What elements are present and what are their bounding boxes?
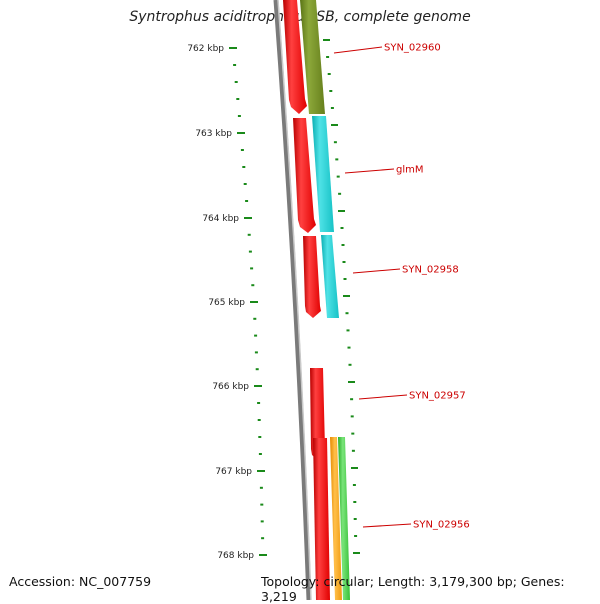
gene-label[interactable]: SYN_02957 bbox=[409, 391, 466, 402]
genome-title: Syntrophus aciditrophicus SB, complete g… bbox=[129, 9, 471, 25]
genome-backbone-highlight bbox=[277, 0, 312, 600]
kbp-label: 762 kbp bbox=[187, 44, 224, 54]
gene-callout-line bbox=[333, 46, 383, 54]
gene-label[interactable]: SYN_02956 bbox=[413, 520, 470, 531]
accession-text: Accession: NC_007759 bbox=[9, 574, 152, 589]
gene-feature-orange[interactable] bbox=[330, 437, 342, 600]
gene-label[interactable]: SYN_02958 bbox=[402, 265, 459, 276]
gene-feature-green[interactable] bbox=[338, 437, 350, 600]
kbp-label: 768 kbp bbox=[217, 551, 254, 561]
gene-feature-glmm[interactable] bbox=[312, 116, 334, 232]
gene-feature-syn02958[interactable] bbox=[321, 235, 339, 318]
gene-callout-line bbox=[352, 268, 401, 274]
gene-feature-syn02960[interactable] bbox=[300, 0, 325, 114]
cds-arrow-syn02956[interactable] bbox=[313, 438, 330, 600]
kbp-label: 767 kbp bbox=[215, 467, 252, 477]
kbp-label: 766 kbp bbox=[212, 382, 249, 392]
gene-label[interactable]: glmM bbox=[396, 165, 424, 176]
gene-label[interactable]: SYN_02960 bbox=[384, 43, 441, 54]
gene-callouts: SYN_02960 glmM SYN_02958 SYN_02957 SYN_02956 bbox=[333, 43, 470, 531]
gene-callout-line bbox=[344, 168, 395, 174]
cds-arrow-syn02957[interactable] bbox=[310, 368, 326, 461]
genome-backbone bbox=[273, 0, 312, 600]
gene-callout-line bbox=[358, 394, 408, 400]
kbp-ruler: 762 kbp 763 kbp 764 kbp 765 kbp 766 kbp 767 k… bbox=[187, 44, 267, 561]
inner-tick-ruler bbox=[323, 39, 360, 554]
gene-callout-line bbox=[362, 523, 412, 528]
kbp-label: 765 kbp bbox=[208, 298, 245, 308]
cds-arrow-syn02960[interactable] bbox=[283, 0, 307, 114]
cds-arrow-syn02958[interactable] bbox=[303, 236, 321, 318]
kbp-label: 764 kbp bbox=[202, 214, 239, 224]
cds-arrow-glmm[interactable] bbox=[293, 118, 316, 233]
kbp-label: 763 kbp bbox=[195, 129, 232, 139]
